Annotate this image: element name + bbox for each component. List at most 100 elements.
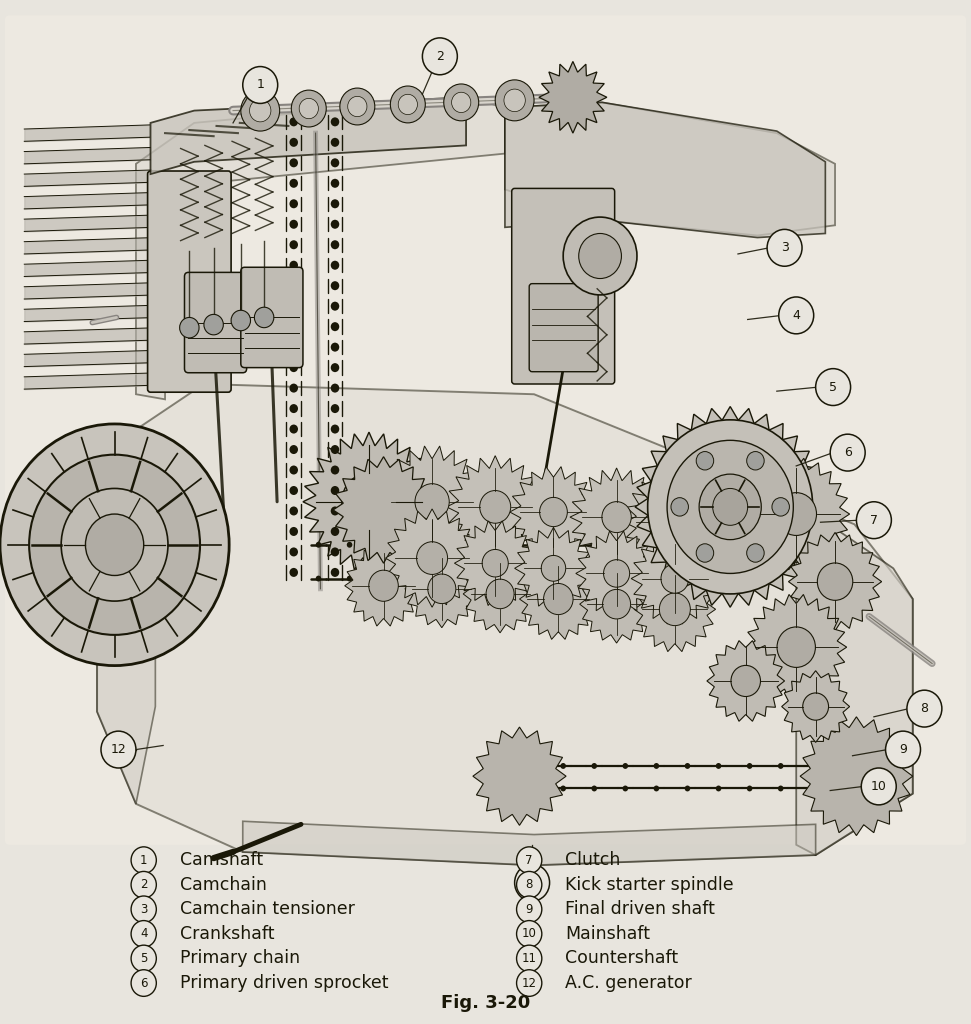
Circle shape [626,542,632,548]
Circle shape [331,343,339,351]
Circle shape [529,763,535,769]
Circle shape [417,542,448,574]
Circle shape [289,548,298,556]
Circle shape [131,871,156,898]
Circle shape [289,466,298,474]
Circle shape [622,763,628,769]
Circle shape [840,763,846,769]
Circle shape [299,98,318,119]
Text: Crankshaft: Crankshaft [180,925,274,943]
Circle shape [517,896,542,923]
Circle shape [409,575,415,582]
Circle shape [101,731,136,768]
Polygon shape [505,102,825,238]
Circle shape [886,731,921,768]
Circle shape [131,921,156,947]
Circle shape [291,90,326,127]
Circle shape [378,575,384,582]
Circle shape [331,118,339,126]
Circle shape [378,542,384,548]
FancyBboxPatch shape [5,15,966,845]
Circle shape [907,690,942,727]
Circle shape [657,542,663,548]
Polygon shape [635,407,825,607]
Circle shape [347,575,352,582]
Circle shape [671,498,688,516]
Circle shape [289,323,298,331]
Circle shape [331,200,339,208]
Circle shape [428,574,455,603]
Circle shape [486,580,514,608]
Circle shape [502,575,508,582]
Circle shape [243,67,278,103]
Circle shape [331,445,339,454]
Circle shape [289,179,298,187]
Circle shape [422,38,457,75]
Circle shape [544,584,573,614]
Polygon shape [519,559,597,639]
Circle shape [289,527,298,536]
Polygon shape [97,384,913,865]
Polygon shape [510,467,597,557]
Circle shape [483,550,508,577]
Text: 2: 2 [436,50,444,62]
Polygon shape [303,432,435,571]
Text: Fig. 3-20: Fig. 3-20 [441,993,530,1012]
Circle shape [541,555,566,582]
Circle shape [653,763,659,769]
Circle shape [289,445,298,454]
Polygon shape [707,641,785,721]
Circle shape [289,282,298,290]
FancyBboxPatch shape [241,267,303,368]
Circle shape [657,575,663,582]
FancyBboxPatch shape [512,188,615,384]
Polygon shape [580,565,653,643]
Circle shape [331,364,339,372]
Circle shape [289,220,298,228]
Text: 3: 3 [781,242,788,254]
Circle shape [529,785,535,792]
Circle shape [0,424,229,666]
Text: 3: 3 [140,903,148,915]
Circle shape [331,261,339,269]
FancyBboxPatch shape [184,272,247,373]
Circle shape [731,666,760,696]
Circle shape [289,241,298,249]
Circle shape [289,302,298,310]
Circle shape [560,785,566,792]
Circle shape [331,241,339,249]
Circle shape [254,307,274,328]
Circle shape [331,138,339,146]
Text: Final driven shaft: Final driven shaft [565,900,715,919]
Circle shape [533,542,539,548]
Circle shape [564,575,570,582]
Circle shape [716,785,721,792]
Polygon shape [800,717,913,836]
Circle shape [809,763,815,769]
Circle shape [591,785,597,792]
Text: Primary driven sprocket: Primary driven sprocket [180,974,388,992]
Circle shape [591,763,597,769]
Circle shape [131,847,156,873]
Circle shape [517,871,542,898]
Circle shape [696,544,714,562]
Text: 5: 5 [829,381,837,393]
Circle shape [579,233,621,279]
Circle shape [626,575,632,582]
Circle shape [331,323,339,331]
Circle shape [778,785,784,792]
Text: 9: 9 [899,743,907,756]
Circle shape [204,314,223,335]
Polygon shape [570,468,663,566]
Circle shape [747,763,753,769]
Text: 11: 11 [524,877,540,889]
Circle shape [316,542,321,548]
Text: 5: 5 [140,952,148,965]
Polygon shape [151,97,466,174]
Polygon shape [379,446,486,557]
Circle shape [564,542,570,548]
Circle shape [331,302,339,310]
Circle shape [515,864,550,901]
Circle shape [289,118,298,126]
Circle shape [595,575,601,582]
